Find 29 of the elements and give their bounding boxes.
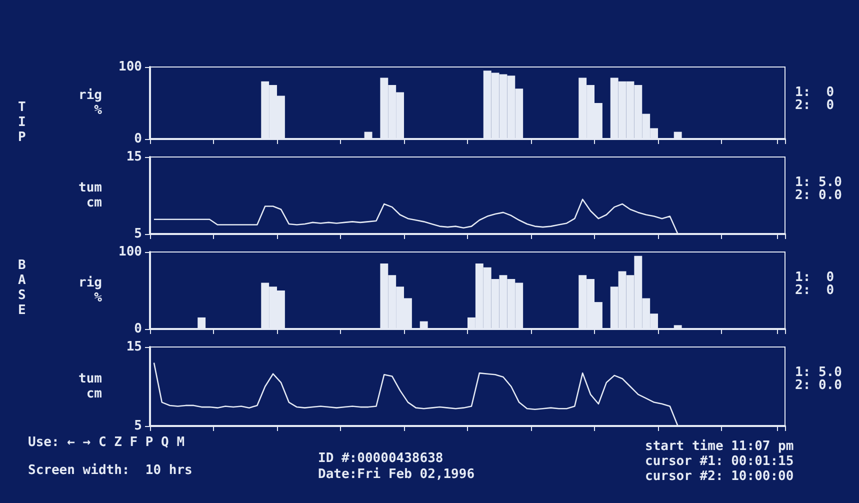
text: Date:Fri Feb 02,1996 [318,467,475,482]
text: TIP [18,100,26,145]
text: 2: 0 [795,98,834,113]
text: 1: 5.0 [795,175,842,190]
text: 2: 0 [795,283,834,298]
text: 1: 0 [795,85,834,100]
text: 1: 0 [795,270,834,285]
y-tick-label: 5 [134,226,142,242]
text: start time 11:07 pm [645,439,794,454]
text: Screen width: 10 hrs [28,463,192,478]
text: 2: 0.0 [795,188,842,203]
y-axis-title: rig % [78,88,102,118]
y-tick-label: 15 [126,340,142,354]
y-axis-title: tum cm [78,372,102,402]
text: BASE [18,258,26,318]
text: cursor #1: 00:01:15 [645,454,794,469]
y-tick-label: 5 [134,418,142,434]
text: 2: 0.0 [795,378,842,393]
text: cursor #2: 10:00:00 [645,469,794,484]
y-tick-label: 0 [134,132,142,146]
y-tick-label: 100 [118,60,142,74]
y-axis-title: rig % [78,276,102,306]
y-axis-title: tum cm [78,180,102,210]
y-tick-label: 0 [134,322,142,336]
y-tick-label: 100 [118,244,142,260]
text: ID #:00000438638 [318,451,444,466]
y-tick-label: 15 [126,150,142,164]
text: Use: ← → C Z F P Q M [28,435,185,450]
text: 1: 5.0 [795,365,842,380]
